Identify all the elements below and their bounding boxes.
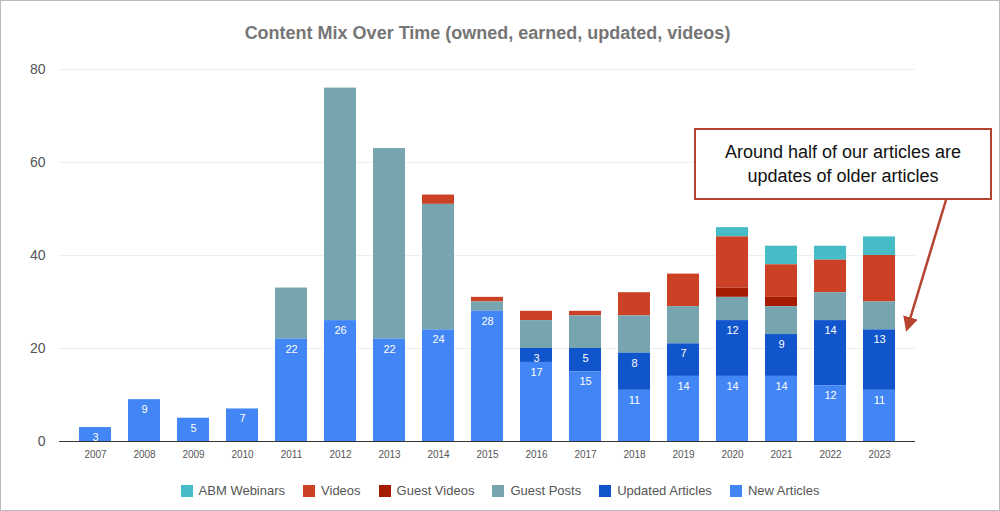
svg-text:2019: 2019 (672, 449, 695, 460)
svg-text:3: 3 (533, 352, 539, 364)
svg-text:14: 14 (726, 380, 738, 392)
svg-text:28: 28 (481, 315, 493, 327)
html-text:New Articles: New Articles (747, 483, 820, 498)
svg-text:2010: 2010 (231, 449, 254, 460)
svg-text:40: 40 (30, 247, 46, 263)
svg-text:15: 15 (579, 375, 591, 387)
svg-text:8: 8 (631, 357, 637, 369)
svg-text:2023: 2023 (868, 449, 891, 460)
svg-text:2008: 2008 (133, 449, 156, 460)
svg-text:24: 24 (432, 333, 444, 345)
html-text:ABM Webinars: ABM Webinars (198, 483, 286, 498)
svg-text:14: 14 (824, 324, 836, 336)
svg-text:2018: 2018 (623, 449, 646, 460)
svg-text:2014: 2014 (427, 449, 450, 460)
html-text:Updated Articles: Updated Articles (617, 483, 712, 498)
svg-text:60: 60 (30, 154, 46, 170)
svg-text:2016: 2016 (525, 449, 548, 460)
svg-text:2021: 2021 (770, 449, 793, 460)
html-text:Videos: Videos (321, 483, 361, 498)
html-text:Guest Posts: Guest Posts (510, 483, 582, 498)
svg-text:2015: 2015 (476, 449, 499, 460)
svg-text:14: 14 (775, 380, 787, 392)
svg-text:80: 80 (30, 61, 46, 77)
svg-text:9: 9 (141, 403, 147, 415)
svg-text:2017: 2017 (574, 449, 597, 460)
svg-text:7: 7 (680, 347, 686, 359)
svg-text:2012: 2012 (329, 449, 352, 460)
svg-text:3: 3 (92, 431, 99, 444)
svg-text:2020: 2020 (721, 449, 744, 460)
svg-text:12: 12 (824, 389, 836, 401)
html-text:Content Mix Over Time (owned,: Content Mix Over Time (owned, earned, up… (244, 23, 731, 43)
svg-text:2011: 2011 (281, 449, 303, 460)
svg-text:22: 22 (383, 343, 395, 355)
svg-text:11: 11 (874, 394, 885, 406)
svg-text:11: 11 (629, 394, 640, 406)
svg-text:26: 26 (334, 324, 346, 336)
svg-text:20: 20 (30, 340, 46, 356)
svg-text:2022: 2022 (819, 449, 842, 460)
svg-text:5: 5 (582, 352, 588, 364)
svg-text:17: 17 (530, 366, 542, 378)
svg-text:13: 13 (873, 333, 885, 345)
svg-text:2013: 2013 (378, 449, 401, 460)
svg-text:7: 7 (239, 412, 245, 424)
html-text:Around half of our articles ar: Around half of our articles are updates … (724, 142, 962, 186)
svg-text:2009: 2009 (182, 449, 205, 460)
html-text:Guest Videos: Guest Videos (396, 483, 475, 498)
svg-text:12: 12 (726, 324, 738, 336)
svg-text:0: 0 (38, 433, 46, 449)
svg-text:5: 5 (190, 422, 196, 434)
svg-text:14: 14 (677, 380, 689, 392)
svg-text:9: 9 (778, 338, 784, 350)
svg-text:22: 22 (285, 343, 297, 355)
svg-text:2007: 2007 (84, 449, 107, 460)
